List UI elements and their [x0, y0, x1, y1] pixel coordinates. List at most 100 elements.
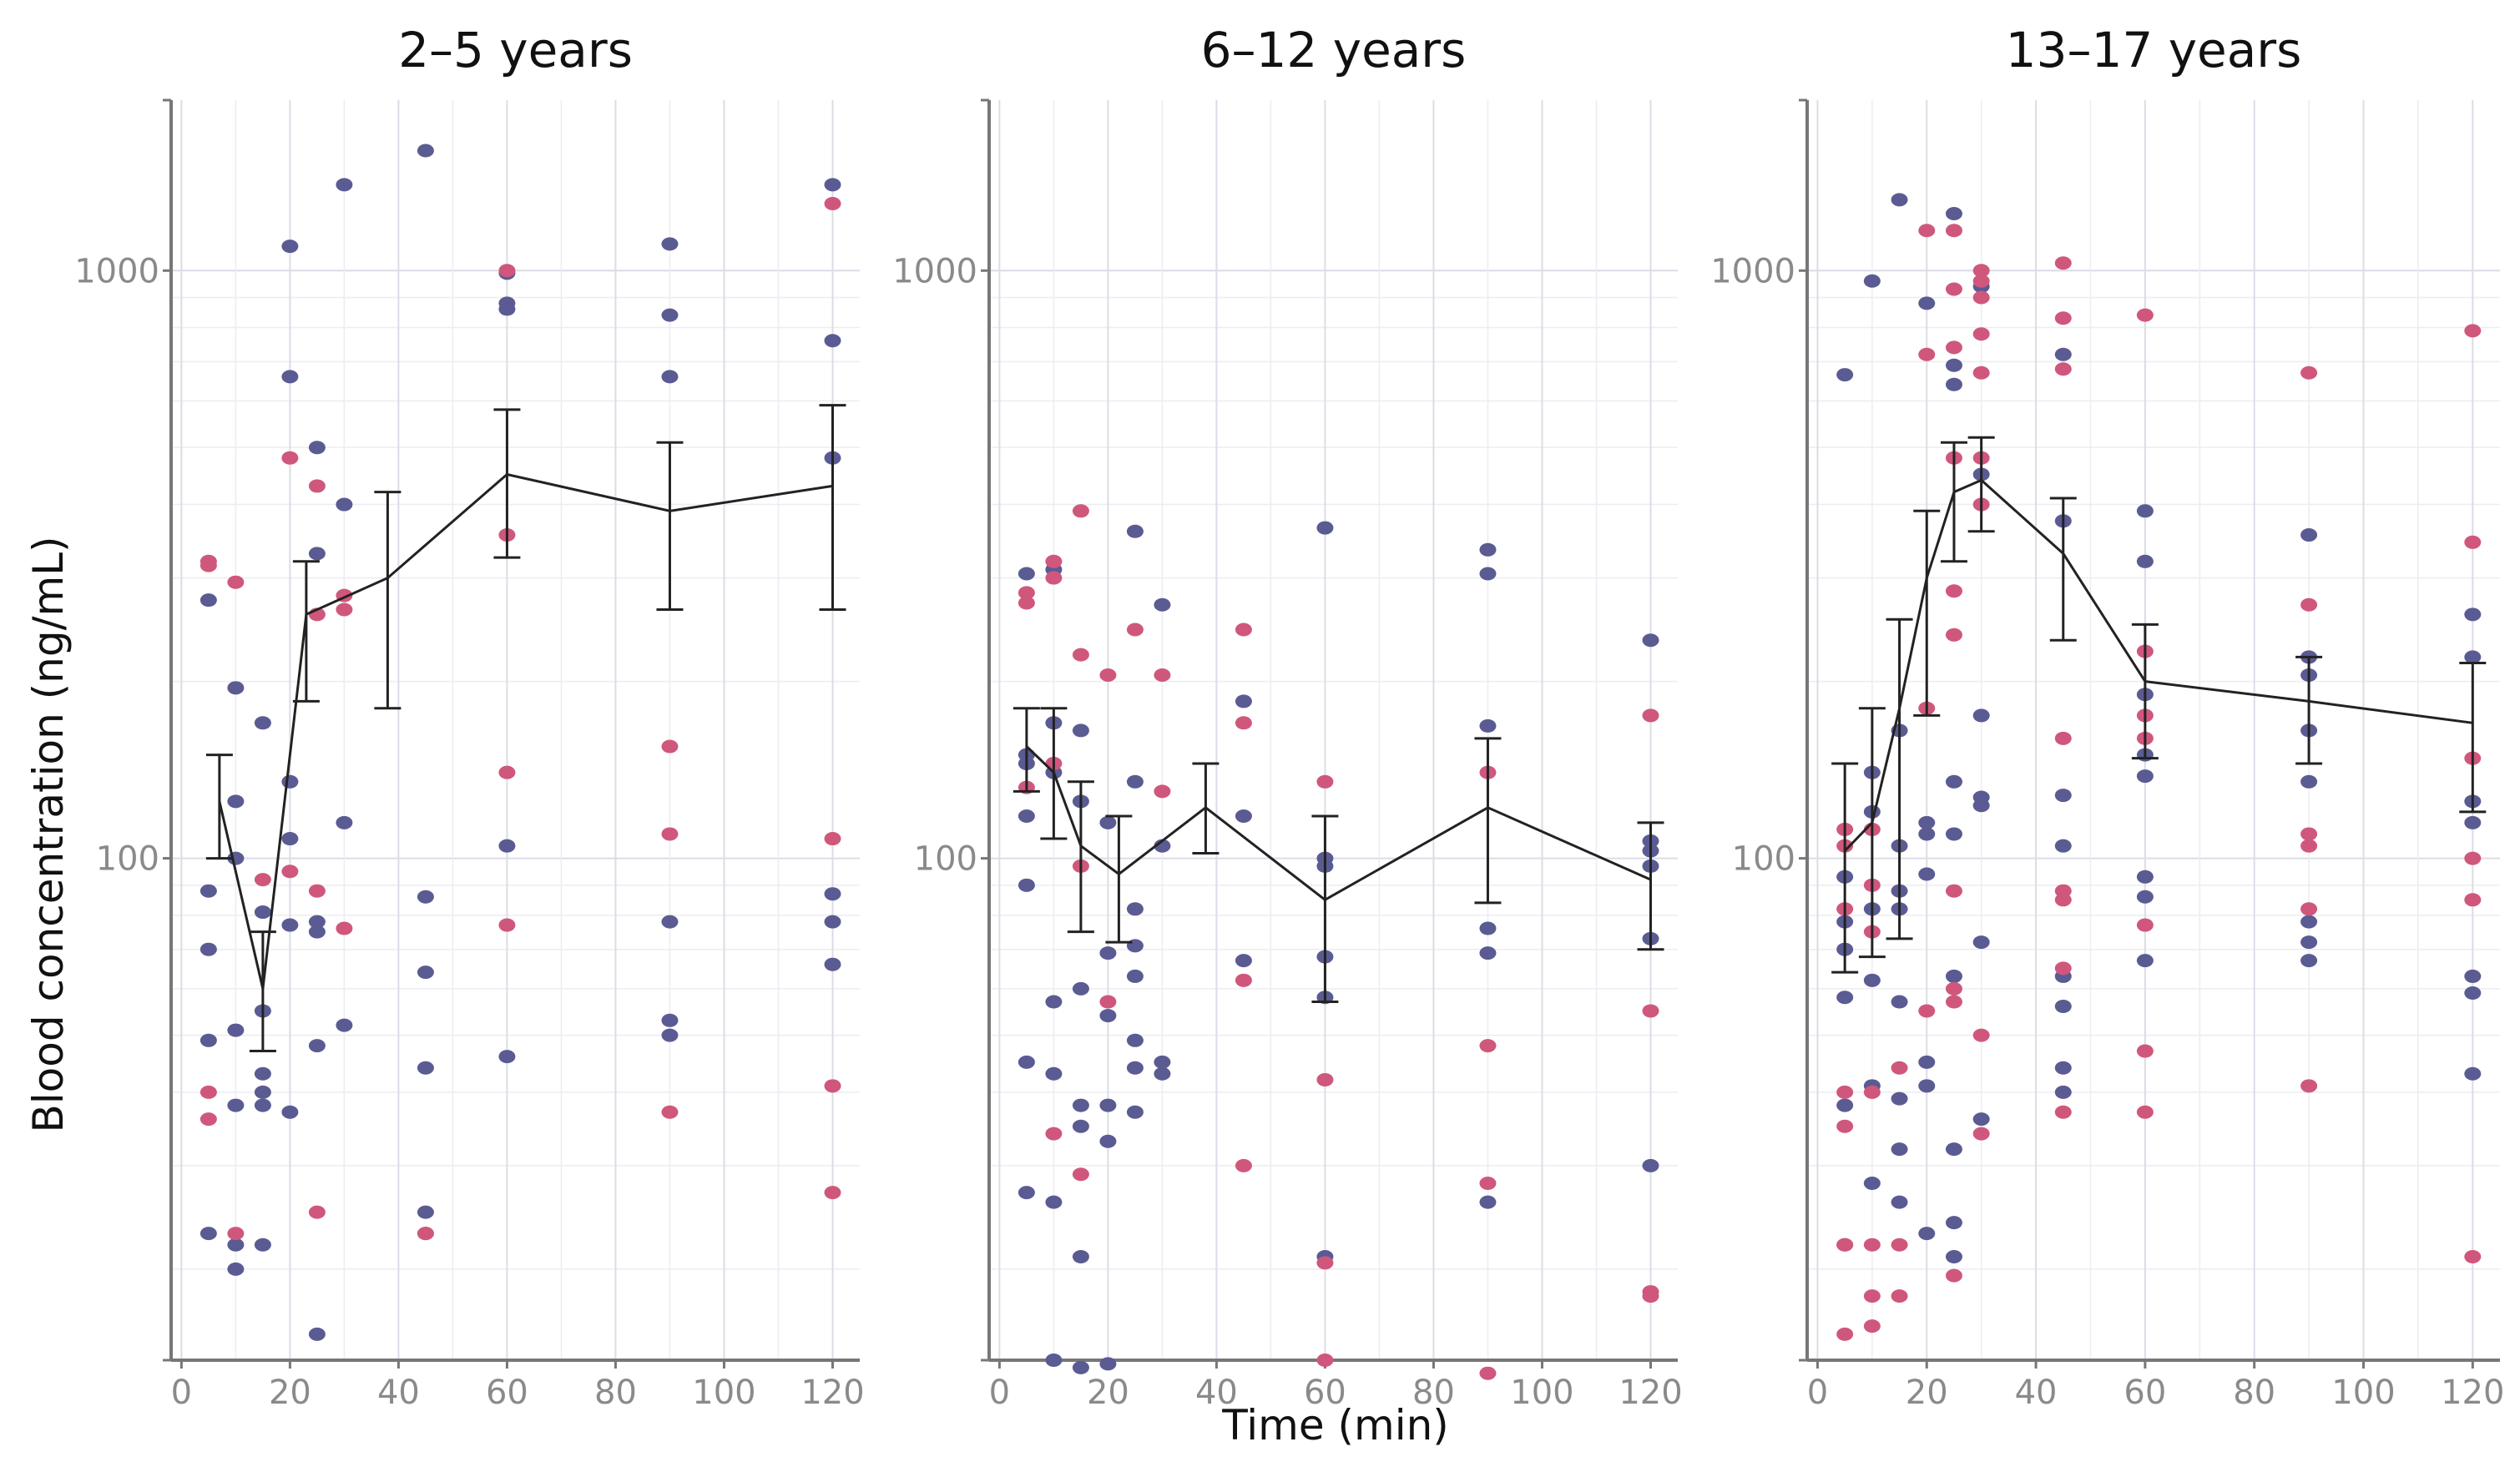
- data-point-pink: [1891, 1061, 1908, 1075]
- data-point-blue: [824, 957, 841, 971]
- data-point-pink: [1235, 623, 1252, 637]
- data-point-pink: [2464, 893, 2482, 907]
- data-point-pink: [2464, 851, 2482, 865]
- data-point-blue: [308, 1039, 326, 1053]
- data-point-blue: [227, 1262, 245, 1276]
- data-point-blue: [661, 308, 679, 322]
- data-point-blue: [1918, 296, 1936, 310]
- data-point-pink: [281, 451, 299, 465]
- data-point-pink: [1479, 1366, 1497, 1380]
- panel-title: 2–5 years: [398, 22, 633, 78]
- data-point-blue: [1072, 981, 1089, 996]
- data-point-pink: [1836, 1085, 1854, 1099]
- data-point-blue: [1945, 774, 1962, 789]
- data-point-pink: [2464, 1249, 2482, 1263]
- data-point-blue: [199, 884, 217, 898]
- data-point-blue: [2464, 650, 2482, 664]
- data-point-blue: [1316, 521, 1334, 535]
- data-point-blue: [2464, 969, 2482, 983]
- data-point-blue: [1126, 902, 1144, 916]
- data-point-blue: [1126, 774, 1144, 789]
- data-point-blue: [1945, 827, 1962, 841]
- data-point-pink: [498, 264, 516, 278]
- data-point-blue: [1972, 1112, 1990, 1127]
- panel-2: 100 1000 0 20 40 60 80 100 120 6–12 years: [892, 22, 1682, 1412]
- x-tick-label: 100: [2331, 1374, 2395, 1412]
- data-point-pink: [1972, 365, 1990, 380]
- data-point-pink: [1072, 504, 1089, 518]
- data-point-blue: [1836, 991, 1854, 1005]
- data-point-blue: [2054, 347, 2072, 361]
- data-point-blue: [281, 918, 299, 932]
- data-point-pink: [1072, 648, 1089, 662]
- data-point-blue: [254, 1098, 271, 1112]
- data-point-blue: [1836, 1098, 1854, 1112]
- data-point-pink: [1863, 1085, 1881, 1099]
- data-point-blue: [1099, 946, 1117, 960]
- data-point-pink: [2136, 1044, 2154, 1058]
- data-point-blue: [1945, 207, 1962, 221]
- data-point-pink: [2054, 893, 2072, 907]
- data-point-blue: [2136, 870, 2154, 884]
- data-point-blue: [1018, 567, 1035, 581]
- data-point-pink: [1918, 224, 1936, 238]
- data-point-blue: [1479, 1195, 1497, 1209]
- y-tick-label: 1000: [74, 252, 159, 290]
- data-point-blue: [498, 302, 516, 316]
- data-point-pink: [498, 918, 516, 932]
- data-point-blue: [2464, 815, 2482, 829]
- data-point-blue: [1479, 567, 1497, 581]
- data-point-blue: [227, 1023, 245, 1037]
- data-point-pink: [2054, 256, 2072, 270]
- x-tick-label: 0: [1807, 1374, 1828, 1412]
- data-point-blue: [1972, 708, 1990, 723]
- data-point-pink: [1863, 1289, 1881, 1303]
- data-point-blue: [1918, 1079, 1936, 1093]
- data-point-blue: [1945, 969, 1962, 983]
- data-point-blue: [254, 716, 271, 730]
- data-point-pink: [1045, 571, 1063, 585]
- data-point-blue: [824, 915, 841, 929]
- data-point-blue: [1072, 1119, 1089, 1133]
- data-point-pink: [824, 1079, 841, 1093]
- data-point-pink: [661, 827, 679, 841]
- mean-line: [218, 472, 833, 990]
- data-point-blue: [1045, 995, 1063, 1009]
- data-point-blue: [308, 915, 326, 929]
- data-point-blue: [1863, 274, 1881, 288]
- data-point-pink: [1018, 586, 1035, 600]
- data-point-pink: [1945, 884, 1962, 898]
- data-point-pink: [1972, 274, 1990, 288]
- data-point-pink: [281, 865, 299, 879]
- data-point-blue: [1072, 1098, 1089, 1112]
- data-point-blue: [1018, 1186, 1035, 1200]
- data-point-pink: [1479, 1176, 1497, 1190]
- y-axis-title: Blood concentration (ng/mL): [24, 536, 73, 1132]
- data-point-blue: [308, 441, 326, 455]
- y-tick-label: 1000: [1710, 252, 1795, 290]
- data-point-pink: [417, 1227, 434, 1241]
- y-tick-label: 100: [96, 840, 159, 879]
- x-tick-label: 60: [1304, 1374, 1346, 1412]
- data-point-blue: [308, 547, 326, 561]
- data-point-blue: [1642, 1158, 1659, 1172]
- data-point-pink: [2054, 731, 2072, 745]
- data-point-pink: [1316, 1354, 1334, 1367]
- data-point-pink: [1972, 327, 1990, 341]
- data-point-blue: [824, 887, 841, 901]
- data-point-pink: [1945, 1268, 1962, 1283]
- data-point-blue: [227, 681, 245, 695]
- mean-line: [1844, 478, 2473, 852]
- data-point-blue: [227, 794, 245, 809]
- data-point-blue: [2054, 999, 2072, 1013]
- data-point-pink: [1316, 1072, 1334, 1086]
- x-tick-label: 80: [594, 1374, 637, 1412]
- data-point-blue: [1918, 867, 1936, 881]
- data-point-blue: [417, 965, 434, 980]
- data-point-pink: [308, 1205, 326, 1219]
- x-tick-label: 40: [1195, 1374, 1238, 1412]
- x-tick-label: 120: [800, 1374, 864, 1412]
- data-point-blue: [1945, 1142, 1962, 1157]
- data-point-pink: [1836, 1238, 1854, 1252]
- data-point-blue: [1918, 815, 1936, 829]
